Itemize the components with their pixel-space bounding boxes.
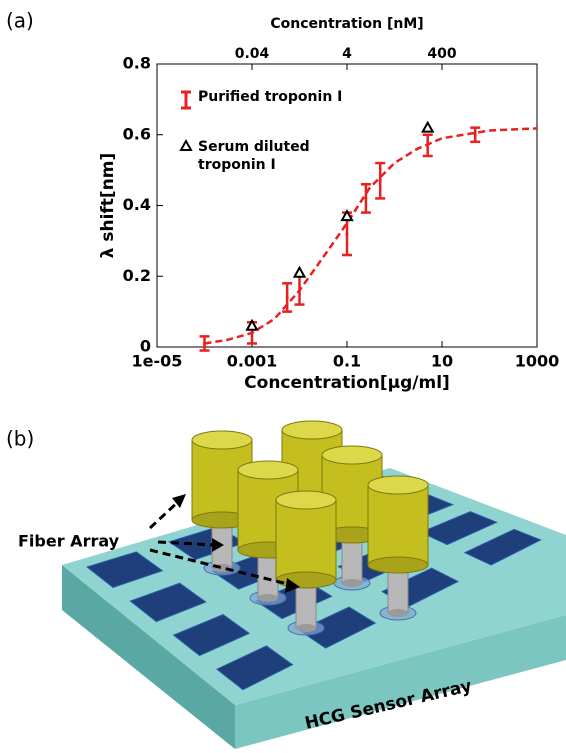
x-tick-label: 10 xyxy=(431,352,453,371)
fiber-top xyxy=(192,431,252,449)
fiber-stem-end xyxy=(388,609,408,617)
fiber-stem-end xyxy=(296,624,316,632)
fiber-top xyxy=(322,446,382,464)
figure: (a) (b) Fiber Array HCG Sensor Array 00.… xyxy=(0,0,566,749)
callout-label: Fiber Array xyxy=(18,532,120,551)
y-tick-label: 0.2 xyxy=(123,266,151,285)
fiber-top xyxy=(276,491,336,509)
legend-label: Serum diluted troponin I xyxy=(198,138,313,174)
fiber-top xyxy=(368,476,428,494)
panel-label: (b) xyxy=(6,427,34,451)
x-tick-label: 0.1 xyxy=(333,352,361,371)
x-tick-label: 1e-05 xyxy=(132,352,183,371)
point xyxy=(346,232,349,235)
x2-tick-label: 4 xyxy=(342,46,352,62)
arrow xyxy=(150,500,180,528)
triangle-marker xyxy=(295,268,305,277)
x2-axis-label: Concentration [nM] xyxy=(270,16,423,32)
point xyxy=(251,331,254,334)
y-tick-label: 0.4 xyxy=(123,195,151,214)
fiber-stem-end xyxy=(342,579,362,587)
point xyxy=(426,144,429,147)
fiber-body xyxy=(276,500,336,580)
fiber-top xyxy=(238,461,298,479)
point xyxy=(286,296,289,299)
point xyxy=(203,342,206,345)
fiber-body xyxy=(368,485,428,565)
legend-marker xyxy=(181,141,191,150)
fiber-bottom xyxy=(368,557,428,573)
point xyxy=(379,179,382,182)
point xyxy=(298,289,301,292)
y-tick-label: 0.6 xyxy=(123,124,151,143)
legend-label: Purified troponin I xyxy=(198,88,348,106)
fiber-top xyxy=(282,421,342,439)
triangle-marker xyxy=(423,123,433,132)
x-axis-label: Concentration[μg/ml] xyxy=(244,373,450,393)
x-tick-label: 0.001 xyxy=(227,352,278,371)
x2-tick-label: 400 xyxy=(427,46,456,62)
y-tick-label: 0.8 xyxy=(123,54,151,73)
panel-label: (a) xyxy=(6,9,34,33)
x2-tick-label: 0.04 xyxy=(235,46,270,62)
legend-entry: Serum diluted troponin I xyxy=(198,138,348,180)
legend-entry: Purified troponin I xyxy=(198,88,348,130)
fiber-bottom xyxy=(276,572,336,588)
point xyxy=(474,133,477,136)
fiber-stem-end xyxy=(258,594,278,602)
y-axis-label: λ shift[nm] xyxy=(98,153,118,259)
x-tick-label: 1000 xyxy=(515,352,560,371)
point xyxy=(364,197,367,200)
